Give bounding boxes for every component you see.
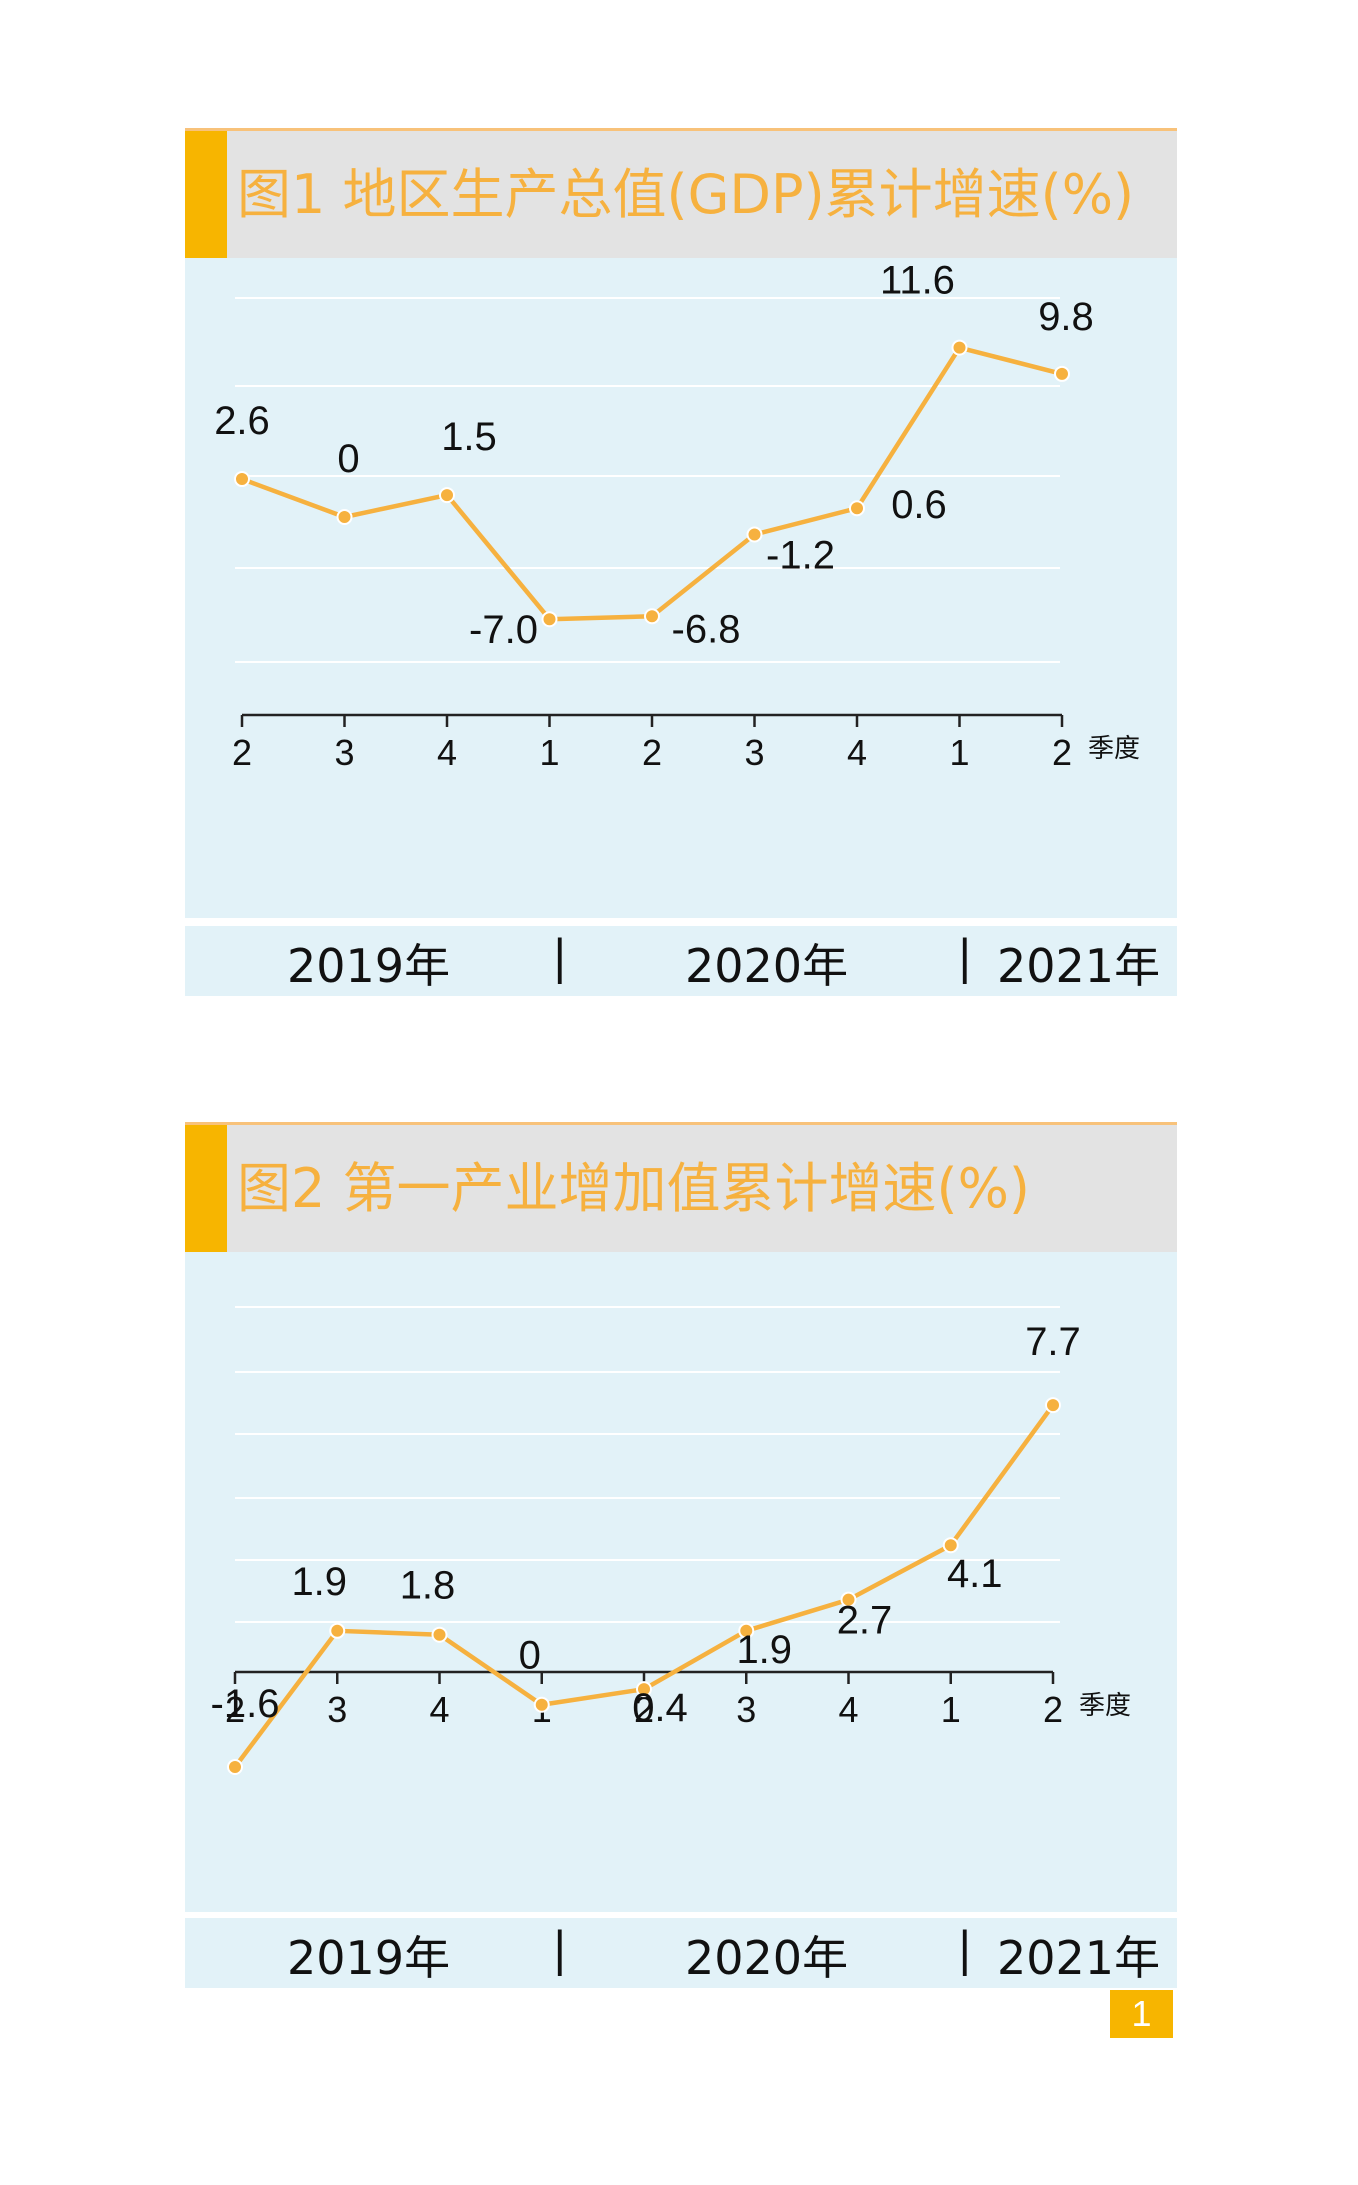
data-point [533,1696,550,1713]
year-label-2019: 2019年 [287,1931,451,1985]
chart-header: 图2 第一产业增加值累计增速(%) [185,1125,1177,1252]
data-point [329,1622,346,1639]
line-chart: 2 3 4 1 2 3 4 1 2 季度 2.6 0 1.5 -7.0 -6.8 -1.2 0.6 11.6 9.8 [214,259,1140,773]
data-point [636,1681,652,1698]
year-axis-row: 2019年 | 2020年 | 2021年 [185,926,1177,996]
data-label: 2.6 [214,399,270,443]
data-label: 1.5 [441,415,497,459]
x-tick-label: 1 [949,732,969,773]
x-tick-label: 1 [941,1689,961,1730]
x-tick-label: 2 [642,732,662,773]
year-label-2020: 2020年 [685,1931,849,1985]
data-label: 4.1 [947,1552,1003,1596]
data-label: -7.0 [469,608,538,652]
plot-area: 2 3 4 1 2 3 4 1 2 季度 2.6 0 1.5 -7.0 -6.8 -1.2 0.6 11.6 9.8 [185,258,1177,918]
data-label: 2.7 [837,1599,893,1643]
x-tick-label: 2 [634,1689,654,1730]
x-axis-label: 季度 [1088,734,1140,764]
year-separator: | [552,1922,568,1976]
x-tick-label: 2 [1052,732,1072,773]
x-tick-label: 3 [334,732,354,773]
chart-title: 图1 地区生产总值(GDP)累计增速(%) [237,163,1135,226]
data-label: 11.6 [880,259,955,303]
x-tick-label: 4 [429,1689,449,1730]
data-point [439,487,455,504]
panel-top-rule [185,1122,1177,1125]
data-label: -6.8 [672,607,741,651]
chart-panel-1: 图1 地区生产总值(GDP)累计增速(%) 2 3 4 1 2 3 4 1 2 季度 2.6 0 1.5… [185,128,1177,996]
chart-panel-2: 图2 第一产业增加值累计增速(%) 234123412季度-1.61.91.80… [185,1122,1177,1988]
year-axis-row: 2019年 | 2020年 | 2021年 [185,1918,1177,1988]
data-point [840,1591,857,1608]
data-point [431,1626,448,1643]
year-separator: | [552,930,568,984]
x-tick-label: 4 [437,732,457,773]
x-tick-label: 2 [225,1689,245,1730]
year-separator: | [957,930,973,984]
chart-title: 图2 第一产业增加值累计增速(%) [237,1157,1030,1220]
data-point [951,339,968,356]
x-tick-label: 3 [327,1689,347,1730]
data-point [1045,1397,1061,1414]
chart-header: 图1 地区生产总值(GDP)累计增速(%) [185,131,1177,258]
data-label: 0 [519,1634,541,1678]
page-number: 1 [1110,1990,1173,2038]
data-label: 0 [337,437,359,481]
data-label: 1.9 [291,1560,347,1604]
year-label-2020: 2020年 [685,939,849,993]
x-axis-label: 季度 [1079,1691,1131,1721]
data-point [336,509,353,525]
x-tick-label: 3 [744,732,764,773]
data-label: 0.6 [891,483,947,527]
data-point [942,1537,959,1554]
data-label: 1.8 [400,1564,456,1608]
data-label: 0.4 [632,1686,688,1730]
data-label: -1.2 [766,534,835,578]
x-tick-label: 3 [736,1689,756,1730]
year-label-2021: 2021年 [997,1931,1161,1985]
header-accent-bar [185,131,227,258]
header-accent-bar [185,1125,227,1252]
data-point [227,1759,243,1775]
data-point [234,471,250,488]
data-point [541,611,558,628]
x-tick-label: 4 [838,1689,858,1730]
x-tick-label: 2 [232,732,252,773]
year-label-2019: 2019年 [287,939,451,993]
x-tick-label: 4 [847,732,867,773]
panel-top-rule [185,128,1177,131]
data-label: -1.6 [211,1682,280,1726]
data-point [746,526,763,543]
data-label: 1.9 [736,1628,792,1672]
data-point [849,500,865,517]
data-label: 7.7 [1025,1320,1081,1364]
data-point [644,608,660,625]
data-point [738,1622,755,1639]
x-tick-label: 2 [1043,1689,1063,1730]
data-label: 9.8 [1038,295,1094,339]
x-tick-label: 1 [539,732,559,773]
year-label-2021: 2021年 [997,939,1161,993]
year-separator: | [957,1922,973,1976]
data-point [1054,365,1070,382]
